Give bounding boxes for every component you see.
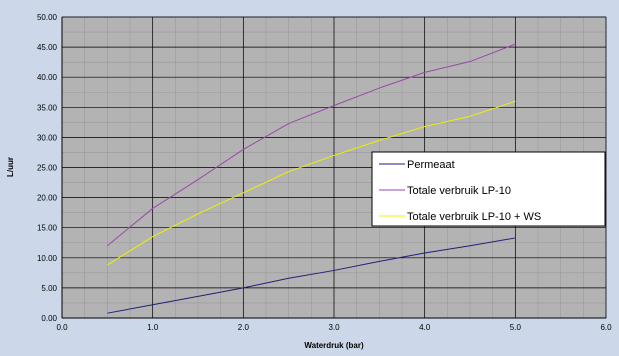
y-tick-label: 35.00	[37, 103, 58, 112]
legend-box	[371, 151, 606, 227]
y-axis-ticks: 0.00 5.00 10.00 15.00 20.00 25.00 30.00 35.00 40…	[37, 13, 58, 323]
series-line-2	[107, 43, 516, 247]
x-tick-label: 6.0	[600, 323, 612, 332]
legend-label: Totale verbruik LP-10	[407, 185, 511, 197]
y-tick-label: 15.00	[37, 224, 58, 233]
x-tick-label: 2.0	[238, 323, 250, 332]
y-tick-label: 45.00	[37, 43, 58, 52]
series-line-3	[107, 100, 516, 266]
y-tick-label: 0.00	[41, 314, 57, 323]
x-tick-label: 5.0	[510, 323, 522, 332]
series-line-1	[107, 237, 516, 314]
legend-label: Permeaat	[407, 159, 455, 171]
x-tick-label: 0.0	[56, 323, 68, 332]
x-tick-label: 4.0	[419, 323, 431, 332]
y-tick-label: 25.00	[37, 164, 58, 173]
y-axis-label: L/uur	[6, 157, 15, 177]
legend-label: Totale verbruik LP-10 + WS	[407, 211, 541, 223]
y-tick-label: 30.00	[37, 133, 58, 142]
x-tick-label: 3.0	[328, 323, 340, 332]
y-tick-label: 50.00	[37, 13, 58, 22]
x-tick-label: 1.0	[147, 323, 159, 332]
y-tick-label: 20.00	[37, 194, 58, 203]
y-tick-label: 5.00	[41, 284, 57, 293]
x-axis-label: Waterdruk (bar)	[304, 341, 364, 350]
y-tick-label: 40.00	[37, 73, 58, 82]
legend: Permeaat Totale verbruik LP-10 Totale verb…	[371, 151, 606, 227]
series-lines	[107, 43, 516, 314]
y-tick-label: 10.00	[37, 254, 58, 263]
legend-items: Permeaat Totale verbruik LP-10 Totale verb…	[379, 159, 541, 223]
x-axis-ticks: 0.0 1.0 2.0 3.0 4.0 5.0 6.0	[56, 323, 612, 332]
